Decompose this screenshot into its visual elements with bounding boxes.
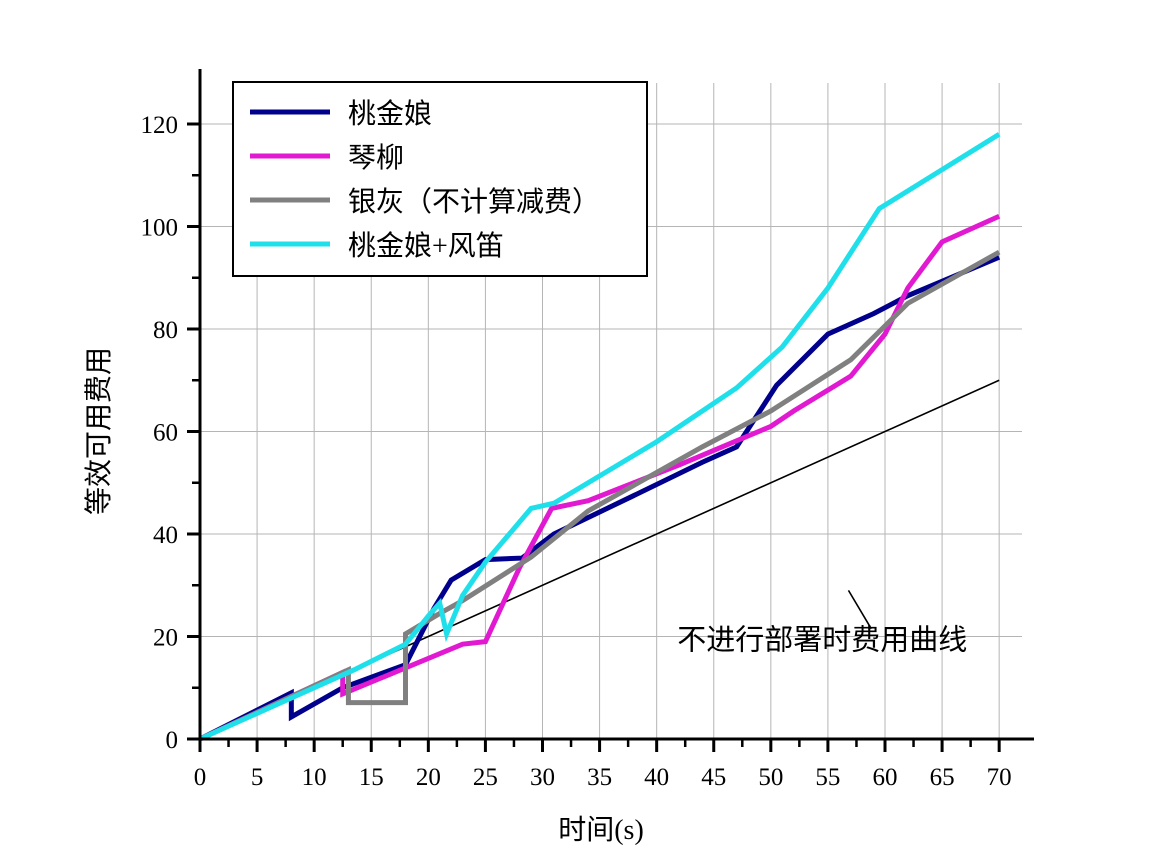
y-tick-label: 20 xyxy=(153,625,178,652)
y-tick-label: 100 xyxy=(141,215,179,242)
y-tick-label: 120 xyxy=(141,112,179,139)
x-tick-label: 65 xyxy=(930,764,955,791)
series-layer xyxy=(198,132,1001,742)
y-tick-label: 40 xyxy=(153,522,178,549)
annotation-text: 不进行部署时费用曲线 xyxy=(677,623,967,656)
legend-label-1: 琴柳 xyxy=(348,142,404,174)
x-tick-label: 70 xyxy=(987,764,1012,791)
x-tick-label: 0 xyxy=(194,764,207,791)
y-tick-label: 80 xyxy=(153,317,178,344)
legend-label-0: 桃金娘 xyxy=(348,98,432,130)
y-tick-label: 0 xyxy=(166,727,179,754)
x-tick-label: 60 xyxy=(873,764,898,791)
legend-label-3: 桃金娘+风笛 xyxy=(348,230,504,262)
y-tick-label: 60 xyxy=(153,420,178,447)
annotation-leader-line xyxy=(847,589,872,630)
x-axis-title: 时间(s) xyxy=(558,814,644,846)
x-tick-label: 5 xyxy=(251,764,264,791)
x-tick-label: 10 xyxy=(302,764,327,791)
x-tick-label: 50 xyxy=(758,764,783,791)
axis-layer xyxy=(187,69,1034,752)
series-line-3 xyxy=(198,132,1001,742)
legend-label-2: 银灰（不计算减费） xyxy=(348,186,600,218)
x-tick-label: 55 xyxy=(815,764,840,791)
series-line-2 xyxy=(198,249,1001,742)
x-tick-label: 15 xyxy=(359,764,384,791)
tick-label-layer: 0 5 10 15 20 25 30 35 40 45 50 55 60 65 70 0 20 40 60 80 100… xyxy=(141,112,1012,791)
annotation-layer: 不进行部署时费用曲线 xyxy=(677,589,967,656)
x-tick-label: 25 xyxy=(473,764,498,791)
y-axis-title: 等效可用费用 xyxy=(83,347,115,515)
x-tick-label: 35 xyxy=(587,764,612,791)
x-tick-label: 30 xyxy=(530,764,555,791)
series-line-0 xyxy=(198,254,1001,742)
x-tick-label: 40 xyxy=(644,764,669,791)
axis-title-layer: 时间(s) 等效可用费用 xyxy=(83,347,644,846)
x-tick-label: 20 xyxy=(416,764,441,791)
x-tick-label: 45 xyxy=(701,764,726,791)
